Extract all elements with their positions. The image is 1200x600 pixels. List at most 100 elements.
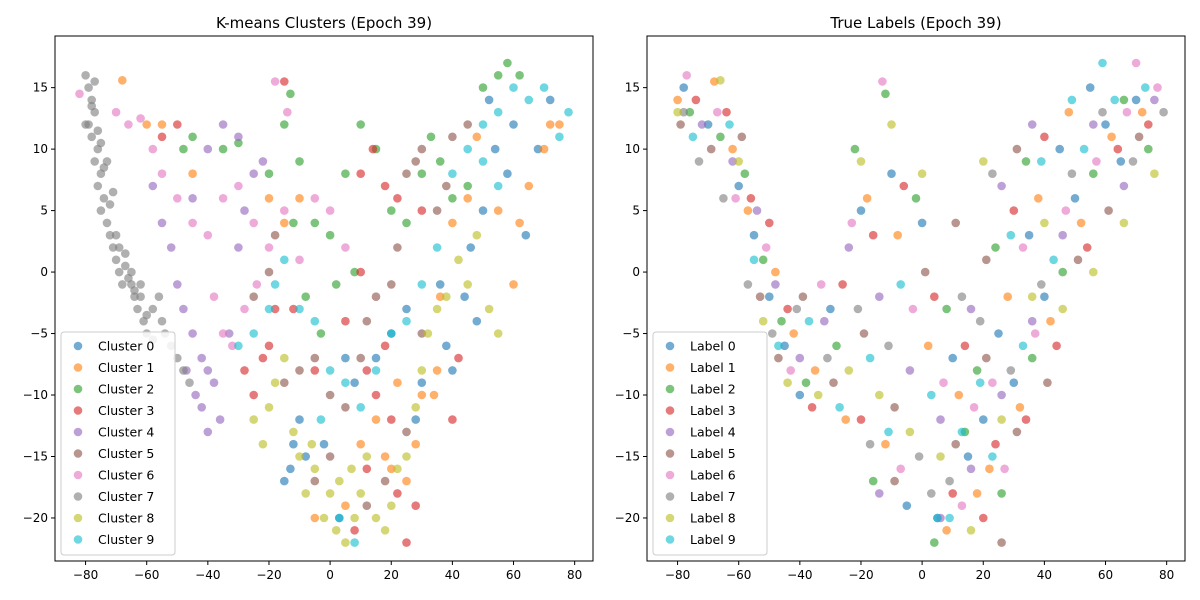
scatter-point (316, 329, 326, 338)
scatter-point (703, 120, 713, 129)
scatter-point (780, 341, 789, 351)
scatter-point (371, 353, 381, 363)
scatter-point (881, 439, 890, 449)
scatter-point (111, 255, 121, 265)
scatter-point (991, 243, 1000, 252)
scatter-point (1018, 341, 1028, 351)
x-tick-label: 0 (918, 568, 926, 582)
scatter-point (509, 83, 518, 92)
scatter-point (402, 304, 411, 314)
scatter-point (719, 194, 728, 203)
scatter-point (280, 378, 289, 388)
scatter-point (716, 132, 725, 142)
scatter-point (755, 292, 765, 302)
scatter-point (1141, 83, 1150, 92)
scatter-point (771, 267, 780, 277)
scatter-point (749, 230, 759, 240)
scatter-point (84, 83, 93, 92)
scatter-point (509, 120, 518, 129)
scatter-point (432, 206, 442, 215)
legend-marker (73, 363, 83, 372)
legend-entry: Label 4 (690, 425, 736, 440)
scatter-points (75, 58, 573, 547)
scatter-point (905, 427, 915, 437)
scatter-point (884, 427, 893, 437)
scatter-point (960, 341, 970, 351)
scatter-point (734, 157, 743, 166)
scatter-point (1076, 218, 1086, 228)
scatter-point (108, 243, 118, 252)
scatter-point (1040, 292, 1049, 302)
scatter-point (454, 353, 463, 363)
scatter-point (490, 144, 500, 154)
scatter-point (331, 280, 341, 289)
scatter-point (478, 120, 488, 129)
scatter-point (936, 415, 945, 424)
scatter-point (951, 439, 960, 449)
scatter-point (93, 126, 103, 135)
scatter-point (283, 107, 292, 117)
scatter-point (289, 304, 298, 314)
scatter-point (942, 304, 951, 314)
scatter-point (442, 341, 451, 351)
scatter-point (1101, 120, 1110, 129)
scatter-point (1055, 144, 1064, 154)
y-tick-label: 0 (632, 265, 640, 279)
scatter-point (856, 415, 866, 424)
scatter-point (179, 144, 188, 154)
scatter-point (289, 427, 298, 437)
scatter-point (1119, 218, 1129, 228)
scatter-point (875, 292, 884, 302)
scatter-point (442, 181, 451, 191)
scatter-point (173, 280, 182, 289)
scatter-point (749, 255, 759, 265)
scatter-point (121, 249, 130, 258)
scatter-point (448, 366, 457, 375)
scatter-point (157, 316, 167, 326)
scatter-point (264, 243, 274, 252)
scatter-point (310, 464, 320, 474)
scatter-point (838, 280, 847, 289)
scatter-point (1058, 304, 1067, 314)
scatter-point (1034, 194, 1043, 203)
scatter-point (325, 452, 335, 461)
scatter-point (1037, 157, 1046, 166)
scatter-point (280, 255, 289, 265)
legend-marker (73, 449, 83, 458)
scatter-point (270, 378, 280, 388)
scatter-point (881, 89, 890, 99)
y-tick-label: −20 (615, 511, 640, 525)
scatter-point (362, 316, 372, 326)
scatter-point (234, 132, 243, 142)
scatter-point (545, 95, 555, 105)
scatter-point (90, 157, 99, 166)
legend-entry: Cluster 9 (98, 532, 154, 547)
axes-frame (646, 35, 1186, 562)
scatter-point (954, 390, 964, 400)
scatter-point (90, 77, 99, 86)
scatter-point (75, 89, 84, 99)
scatter-point (387, 501, 396, 511)
scatter-point (218, 194, 228, 203)
scatter-point (121, 261, 130, 271)
scatter-point (515, 218, 524, 228)
scatter-point (795, 390, 805, 400)
scatter-point (402, 316, 411, 326)
legend-entry: Cluster 6 (98, 468, 154, 483)
legend-box (652, 331, 768, 556)
scatter-point (417, 206, 427, 215)
scatter-point (310, 366, 320, 375)
scatter-point (896, 280, 905, 289)
scatter-point (249, 329, 258, 338)
scatter-point (411, 157, 421, 166)
scatter-point (356, 403, 366, 412)
scatter-point (356, 489, 366, 498)
scatter-point (197, 403, 206, 412)
scatter-point (694, 157, 704, 166)
scatter-point (218, 120, 228, 129)
scatter-point (493, 71, 503, 80)
scatter-point (463, 144, 473, 154)
scatter-point (270, 230, 280, 240)
scatter-point (957, 501, 967, 511)
